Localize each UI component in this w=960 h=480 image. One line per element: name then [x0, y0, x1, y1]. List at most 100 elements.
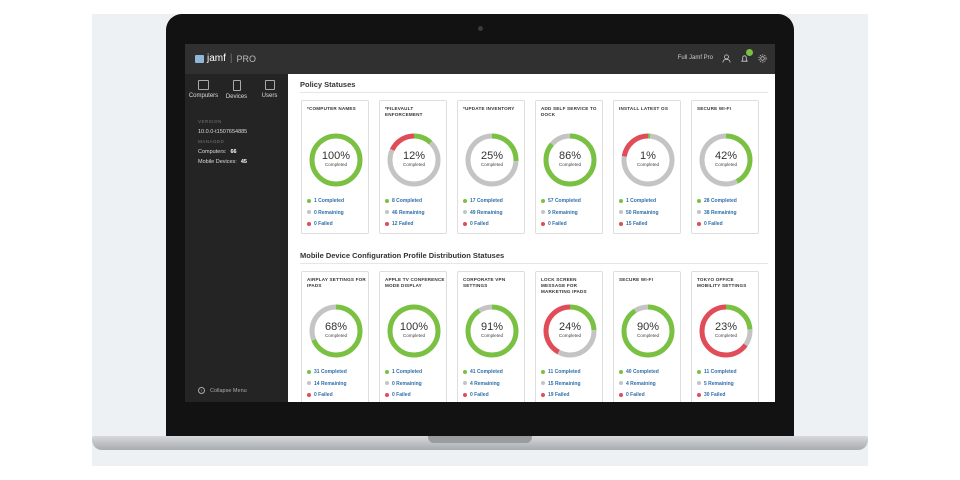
status-card[interactable]: SECURE WI-FI 42% Completed 28 Completed 38 R… [691, 100, 759, 234]
remaining-count: 0 Remaining [392, 380, 422, 387]
remaining-count: 4 Remaining [470, 380, 500, 387]
failed-link[interactable]: 0 Failed [619, 390, 659, 402]
failed-dot [541, 392, 545, 397]
completed-link[interactable]: 1 Completed [307, 196, 344, 208]
remaining-link[interactable]: 49 Remaining [463, 208, 503, 220]
ring-completed-arc [387, 304, 441, 358]
notification-badge [746, 49, 753, 56]
remaining-count: 46 Remaining [392, 209, 425, 216]
failed-link[interactable]: 0 Failed [541, 219, 581, 231]
percent-completed: 68% [324, 321, 348, 333]
completed-link[interactable]: 17 Completed [463, 196, 503, 208]
completed-link[interactable]: 11 Completed [541, 367, 581, 379]
ring-remaining-arc [309, 304, 363, 358]
remaining-link[interactable]: 0 Remaining [385, 379, 422, 391]
failed-dot [697, 392, 701, 397]
remaining-link[interactable]: 4 Remaining [619, 379, 659, 391]
computer-icon [198, 80, 209, 90]
remaining-link[interactable]: 15 Remaining [541, 379, 581, 391]
percent-completed: 12% [402, 150, 426, 162]
failed-link[interactable]: 0 Failed [697, 219, 737, 231]
remaining-link[interactable]: 4 Remaining [463, 379, 503, 391]
failed-count: 0 Failed [470, 392, 489, 398]
failed-link[interactable]: 0 Failed [463, 219, 503, 231]
failed-link[interactable]: 19 Failed [541, 390, 581, 402]
ring-failed-arc [543, 304, 597, 358]
completed-link[interactable]: 41 Completed [463, 367, 503, 379]
failed-count: 0 Failed [626, 392, 645, 398]
nav-users[interactable]: Users [253, 80, 286, 100]
remaining-link[interactable]: 0 Remaining [307, 208, 344, 220]
failed-count: 30 Failed [704, 392, 726, 398]
status-card[interactable]: CORPORATE VPN SETTINGS 91% Completed 41 Com… [457, 271, 525, 402]
nav-computers[interactable]: Computers [187, 80, 220, 100]
user-menu[interactable]: Full Jamf Pro [677, 55, 713, 61]
notifications-icon[interactable] [739, 49, 753, 63]
percent-label: Completed [480, 162, 504, 167]
nav-devices[interactable]: Devices [220, 80, 253, 100]
progress-ring [698, 303, 754, 359]
completed-count: 31 Completed [314, 369, 347, 375]
failed-link[interactable]: 0 Failed [307, 219, 344, 231]
completed-count: 1 Completed [626, 198, 657, 204]
version-label: VERSION [198, 119, 222, 124]
failed-link[interactable]: 15 Failed [619, 219, 659, 231]
remaining-link[interactable]: 38 Remaining [697, 208, 737, 220]
card-title: *FILEVAULT ENFORCEMENT [385, 106, 423, 117]
status-card[interactable]: AIRPLAY SETTINGS FOR IPADS 68% Completed 31… [301, 271, 369, 402]
completed-link[interactable]: 8 Completed [385, 196, 425, 208]
completed-link[interactable]: 40 Completed [619, 367, 659, 379]
remaining-link[interactable]: 5 Remaining [697, 379, 737, 391]
remaining-link[interactable]: 9 Remaining [541, 208, 581, 220]
failed-dot [697, 221, 701, 226]
remaining-count: 5 Remaining [704, 380, 734, 387]
ring-remaining-arc [699, 304, 753, 358]
status-card[interactable]: ADD SELF SERVICE TO DOCK 86% Completed 57 C… [535, 100, 603, 234]
policy-section-title: Policy Statuses [300, 80, 356, 89]
failed-link[interactable]: 12 Failed [385, 219, 425, 231]
status-card[interactable]: APPLE TV CONFERENCE MODE DISPLAY 100% Comp… [379, 271, 447, 402]
card-stats: 8 Completed 46 Remaining 12 Failed [385, 196, 425, 231]
completed-link[interactable]: 1 Completed [385, 367, 422, 379]
jamf-logo-icon [195, 54, 204, 63]
status-card[interactable]: TOKYO OFFICE MOBILITY SETTINGS 23% Complet… [691, 271, 759, 402]
card-stats: 11 Completed 5 Remaining 30 Failed [697, 367, 737, 402]
completed-link[interactable]: 57 Completed [541, 196, 581, 208]
status-card[interactable]: *FILEVAULT ENFORCEMENT 12% Completed 8 Comp… [379, 100, 447, 234]
completed-link[interactable]: 28 Completed [697, 196, 737, 208]
completed-link[interactable]: 31 Completed [307, 367, 347, 379]
mobile-count: 45 [240, 159, 247, 165]
failed-link[interactable]: 0 Failed [385, 390, 422, 402]
user-icon[interactable] [721, 53, 731, 63]
failed-count: 0 Failed [548, 221, 567, 227]
status-card[interactable]: LOCK SCREEN MESSAGE FOR MARKETING IPADS 2… [535, 271, 603, 402]
status-card[interactable]: *UPDATE INVENTORY 25% Completed 17 Complete… [457, 100, 525, 234]
percent-label: Completed [324, 333, 348, 338]
jamf-logo[interactable]: jamf | PRO [195, 53, 256, 64]
status-card[interactable]: SECURE WI-FI 90% Completed 40 Completed 4 Re… [613, 271, 681, 402]
status-card[interactable]: *COMPUTER NAMES 100% Completed 1 Completed 0… [301, 100, 369, 234]
collapse-menu-button[interactable]: ‹ Collapse Menu [198, 387, 247, 394]
status-card[interactable]: INSTALL LATEST OS 1% Completed 1 Completed 5… [613, 100, 681, 234]
failed-link[interactable]: 0 Failed [463, 390, 503, 402]
remaining-link[interactable]: 46 Remaining [385, 208, 425, 220]
remaining-count: 38 Remaining [704, 209, 737, 216]
completed-link[interactable]: 11 Completed [697, 367, 737, 379]
completed-count: 1 Completed [314, 198, 345, 204]
failed-link[interactable]: 0 Failed [307, 390, 347, 402]
mobile-section-title: Mobile Device Configuration Profile Dist… [300, 251, 505, 260]
remaining-link[interactable]: 50 Remaining [619, 208, 659, 220]
settings-icon[interactable] [757, 53, 767, 63]
card-title: *UPDATE INVENTORY [463, 106, 515, 111]
card-stats: 41 Completed 4 Remaining 0 Failed [463, 367, 503, 402]
remaining-dot [541, 210, 545, 215]
card-title: AIRPLAY SETTINGS FOR IPADS [307, 277, 366, 288]
failed-link[interactable]: 30 Failed [697, 390, 737, 402]
main-content: Policy Statuses *COMPUTER NAMES 100% Compl… [288, 74, 775, 402]
completed-link[interactable]: 1 Completed [619, 196, 659, 208]
remaining-link[interactable]: 14 Remaining [307, 379, 347, 391]
card-stats: 17 Completed 49 Remaining 0 Failed [463, 196, 503, 231]
failed-dot [463, 221, 467, 226]
logo-product: PRO [236, 53, 257, 64]
completed-count: 11 Completed [704, 369, 737, 375]
